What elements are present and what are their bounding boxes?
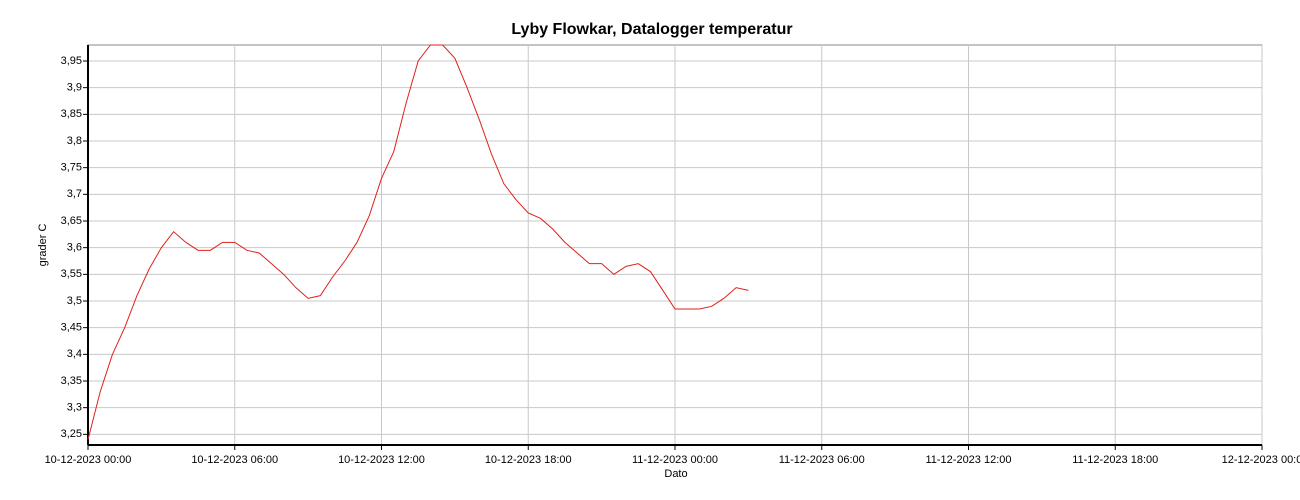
y-tick-label: 3,6 [67, 242, 82, 254]
y-tick-label: 3,25 [61, 428, 82, 440]
y-tick-label: 3,65 [61, 215, 82, 227]
y-tick-label: 3,8 [67, 135, 82, 147]
x-tick-label: 10-12-2023 12:00 [338, 454, 425, 466]
y-tick-label: 3,9 [67, 82, 82, 94]
x-tick-label: 11-12-2023 18:00 [1072, 454, 1158, 466]
x-tick-label: 10-12-2023 00:00 [45, 454, 132, 466]
x-tick-label: 11-12-2023 12:00 [925, 454, 1011, 466]
x-tick-label: 11-12-2023 00:00 [632, 454, 718, 466]
y-tick-label: 3,55 [61, 268, 82, 280]
y-tick-label: 3,45 [61, 322, 82, 334]
y-tick-label: 3,4 [67, 348, 82, 360]
x-tick-label: 10-12-2023 18:00 [485, 454, 572, 466]
y-tick-label: 3,5 [67, 295, 82, 307]
y-tick-label: 3,7 [67, 188, 82, 200]
y-tick-label: 3,75 [61, 162, 82, 174]
x-tick-label: 12-12-2023 00:0 [1222, 454, 1300, 466]
x-axis-label: Dato [664, 468, 687, 480]
y-tick-label: 3,95 [61, 55, 82, 67]
data-line [87, 44, 749, 440]
x-tick-label: 11-12-2023 06:00 [779, 454, 865, 466]
y-tick-label: 3,85 [61, 108, 82, 120]
y-axis-label: grader C [37, 224, 49, 267]
chart-title: Lyby Flowkar, Datalogger temperatur [511, 21, 792, 38]
x-tick-label: 10-12-2023 06:00 [191, 454, 278, 466]
y-tick-label: 3,3 [67, 402, 82, 414]
y-tick-label: 3,35 [61, 375, 82, 387]
